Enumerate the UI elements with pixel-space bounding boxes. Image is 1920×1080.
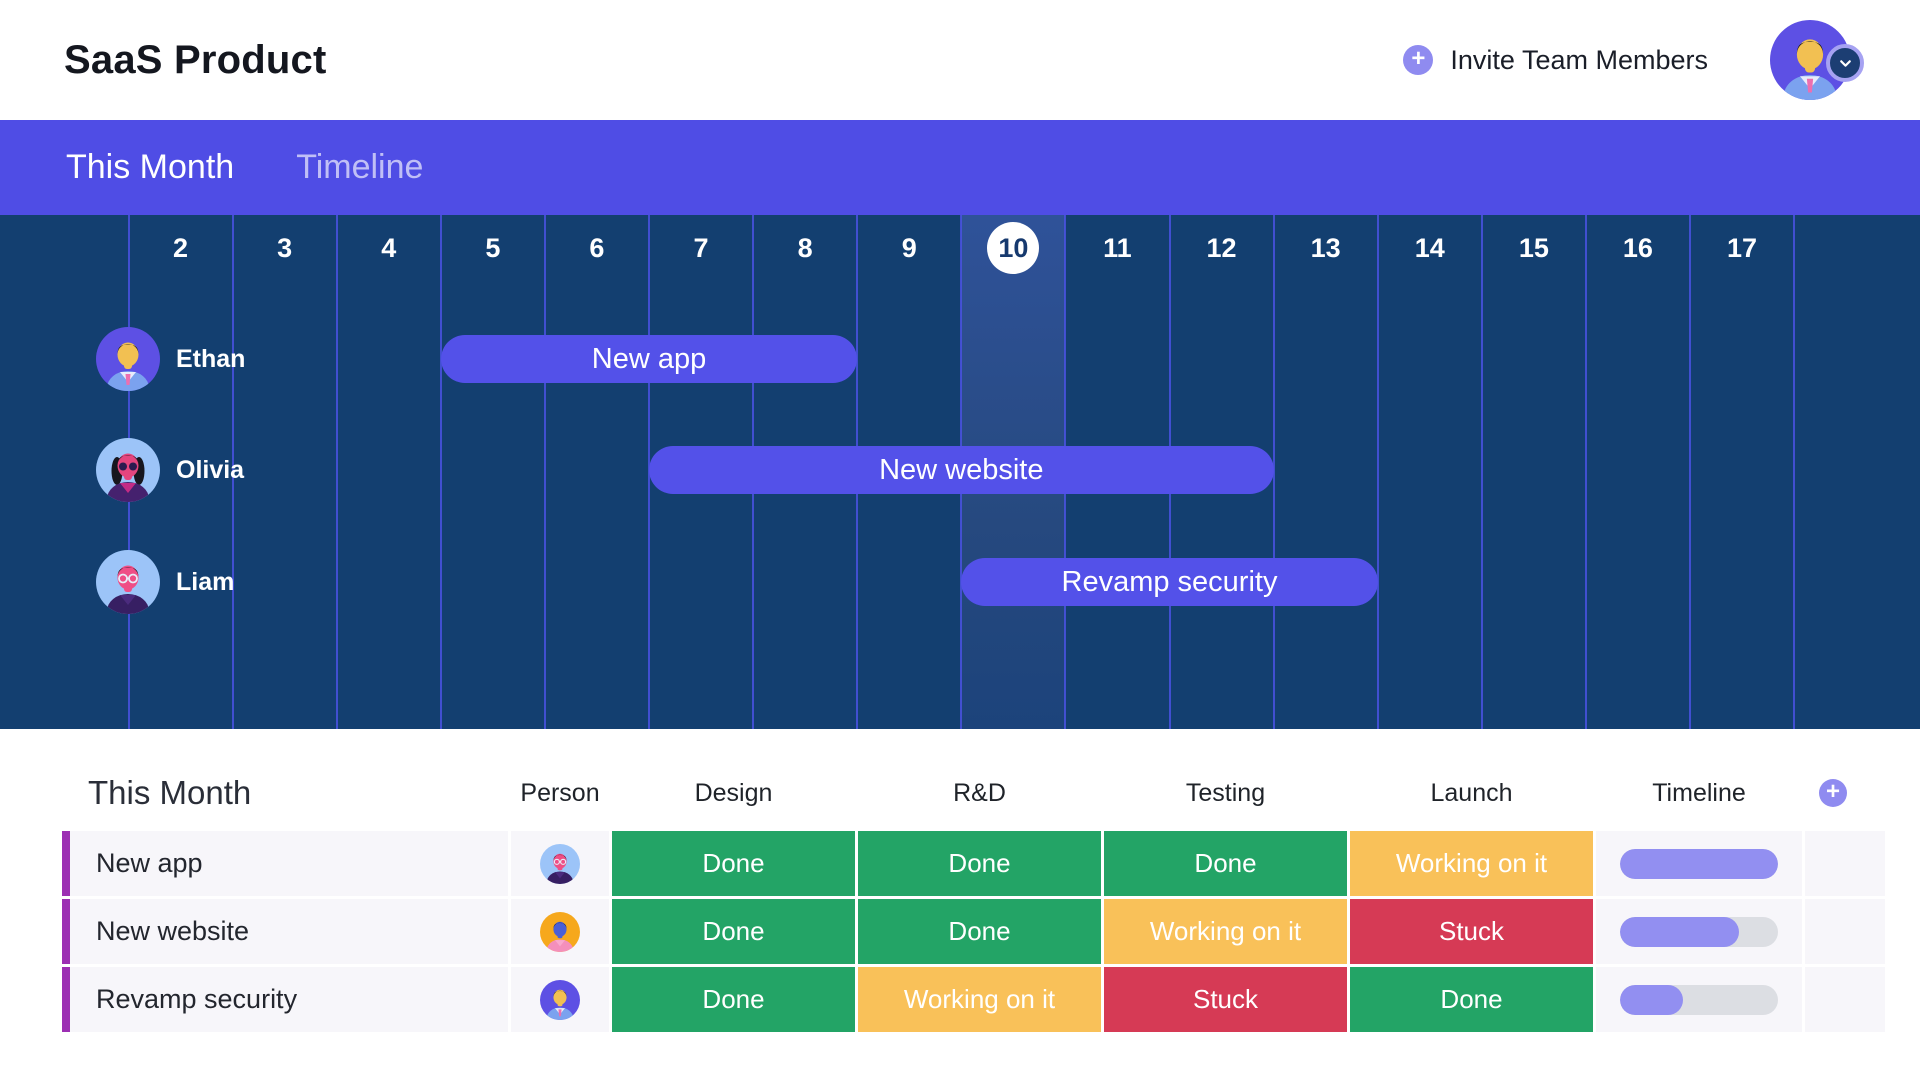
gantt-row: Olivia New website	[0, 438, 1920, 502]
task-name-cell[interactable]: New website	[62, 899, 508, 964]
timeline-cell[interactable]	[1596, 899, 1802, 964]
gantt-row: Ethan New app	[0, 327, 1920, 391]
table-header-row: This Month Person Design R&D Testing Launch T…	[62, 769, 1885, 817]
status-cell[interactable]: Working on it	[1104, 899, 1347, 964]
person-cell[interactable]	[511, 899, 609, 964]
day-header: 15	[1518, 232, 1549, 263]
day-header: 3	[277, 232, 293, 263]
progress-track	[1620, 848, 1778, 879]
person-avatar	[540, 980, 580, 1020]
task-bar[interactable]: Revamp security	[961, 558, 1378, 606]
table-row: New app Done Done Done Working on it	[62, 831, 1885, 896]
status-cell[interactable]: Stuck	[1104, 967, 1347, 1032]
grid-line	[543, 215, 546, 729]
day-header: 12	[1206, 232, 1237, 263]
grid-line	[231, 215, 234, 729]
progress-fill	[1620, 984, 1684, 1015]
person-name: Ethan	[176, 344, 246, 373]
column-header-timeline: Timeline	[1652, 778, 1746, 807]
invite-team-button[interactable]: Invite Team Members	[1403, 45, 1708, 76]
person-avatar	[540, 912, 580, 952]
empty-cell	[1805, 899, 1885, 964]
day-header: 16	[1622, 232, 1653, 263]
status-cell[interactable]: Done	[1104, 831, 1347, 896]
status-cell[interactable]: Done	[858, 831, 1101, 896]
add-column-button[interactable]	[1805, 779, 1885, 807]
grid-line	[1376, 215, 1379, 729]
status-cell[interactable]: Working on it	[858, 967, 1101, 1032]
plus-icon	[1403, 45, 1434, 75]
person-cell[interactable]	[511, 967, 609, 1032]
view-tabs: This Month Timeline	[0, 120, 1920, 215]
person-cell[interactable]	[511, 831, 609, 896]
progress-track	[1620, 984, 1778, 1015]
column-header-person: Person	[520, 778, 600, 807]
app-title: SaaS Product	[64, 37, 327, 82]
day-header: 2	[173, 232, 189, 263]
empty-cell	[1805, 967, 1885, 1032]
table-body: New app Done Done Done Working on it New…	[62, 831, 1885, 1032]
person-avatar	[96, 438, 160, 502]
day-header: 10	[961, 221, 1065, 275]
plus-icon	[1819, 779, 1847, 807]
tab-this-month[interactable]: This Month	[66, 148, 235, 186]
progress-track	[1620, 916, 1778, 947]
day-header: 7	[693, 232, 709, 263]
chevron-down-icon	[1826, 44, 1864, 82]
grid-line	[1480, 215, 1483, 729]
board-table: This Month Person Design R&D Testing Launch T…	[0, 729, 1920, 1080]
timeline-cell[interactable]	[1596, 831, 1802, 896]
task-bar[interactable]: New app	[440, 335, 858, 383]
day-header: 11	[1103, 232, 1132, 263]
status-cell[interactable]: Done	[1350, 967, 1593, 1032]
column-header-launch: Launch	[1430, 778, 1513, 807]
user-avatar-button[interactable]	[1770, 20, 1864, 100]
column-header-design: Design	[694, 778, 773, 807]
timeline-cell[interactable]	[1596, 967, 1802, 1032]
person-avatar	[96, 327, 160, 391]
task-bar[interactable]: New website	[649, 446, 1274, 494]
task-name-cell[interactable]: New app	[62, 831, 508, 896]
invite-label: Invite Team Members	[1450, 44, 1708, 75]
grid-line	[1584, 215, 1587, 729]
progress-fill	[1620, 848, 1778, 879]
column-header-testing: Testing	[1185, 778, 1266, 807]
status-cell[interactable]: Working on it	[1350, 831, 1593, 896]
tab-timeline[interactable]: Timeline	[296, 148, 424, 186]
status-cell[interactable]: Stuck	[1350, 899, 1593, 964]
day-header: 6	[589, 232, 605, 263]
day-header: 5	[485, 232, 501, 263]
day-header: 13	[1310, 232, 1341, 263]
status-cell[interactable]: Done	[612, 831, 855, 896]
table-row: New website Done Done Working on it Stuc…	[62, 899, 1885, 964]
status-cell[interactable]: Done	[612, 967, 855, 1032]
gantt-chart: 2 3 4 5 6 7 8 9 10 11 12 13 14 15 16 17 Ethan New app O…	[0, 215, 1920, 729]
board-title: This Month	[88, 774, 252, 811]
day-header: 9	[901, 232, 917, 263]
day-header: 8	[797, 232, 813, 263]
current-day-marker: 10	[987, 222, 1040, 274]
day-header: 17	[1727, 232, 1758, 263]
day-header: 14	[1414, 232, 1445, 263]
day-header: 4	[381, 232, 397, 263]
grid-line	[439, 215, 442, 729]
table-row: Revamp security Done Working on it Stuck…	[62, 967, 1885, 1032]
grid-line	[1689, 215, 1691, 729]
person-avatar	[96, 550, 160, 614]
person-avatar	[540, 844, 580, 884]
empty-cell	[1805, 831, 1885, 896]
column-header-r-d: R&D	[953, 778, 1006, 807]
person-name: Olivia	[176, 455, 245, 484]
status-cell[interactable]: Done	[612, 899, 855, 964]
grid-line	[335, 215, 338, 729]
grid-line	[1793, 215, 1796, 729]
gantt-row: Liam Revamp security	[0, 550, 1920, 614]
progress-fill	[1620, 916, 1739, 947]
status-cell[interactable]: Done	[858, 899, 1101, 964]
app-header: SaaS Product Invite Team Members	[0, 0, 1920, 120]
task-name-cell[interactable]: Revamp security	[62, 967, 508, 1032]
grid-line	[1272, 215, 1275, 729]
person-name: Liam	[176, 567, 235, 596]
